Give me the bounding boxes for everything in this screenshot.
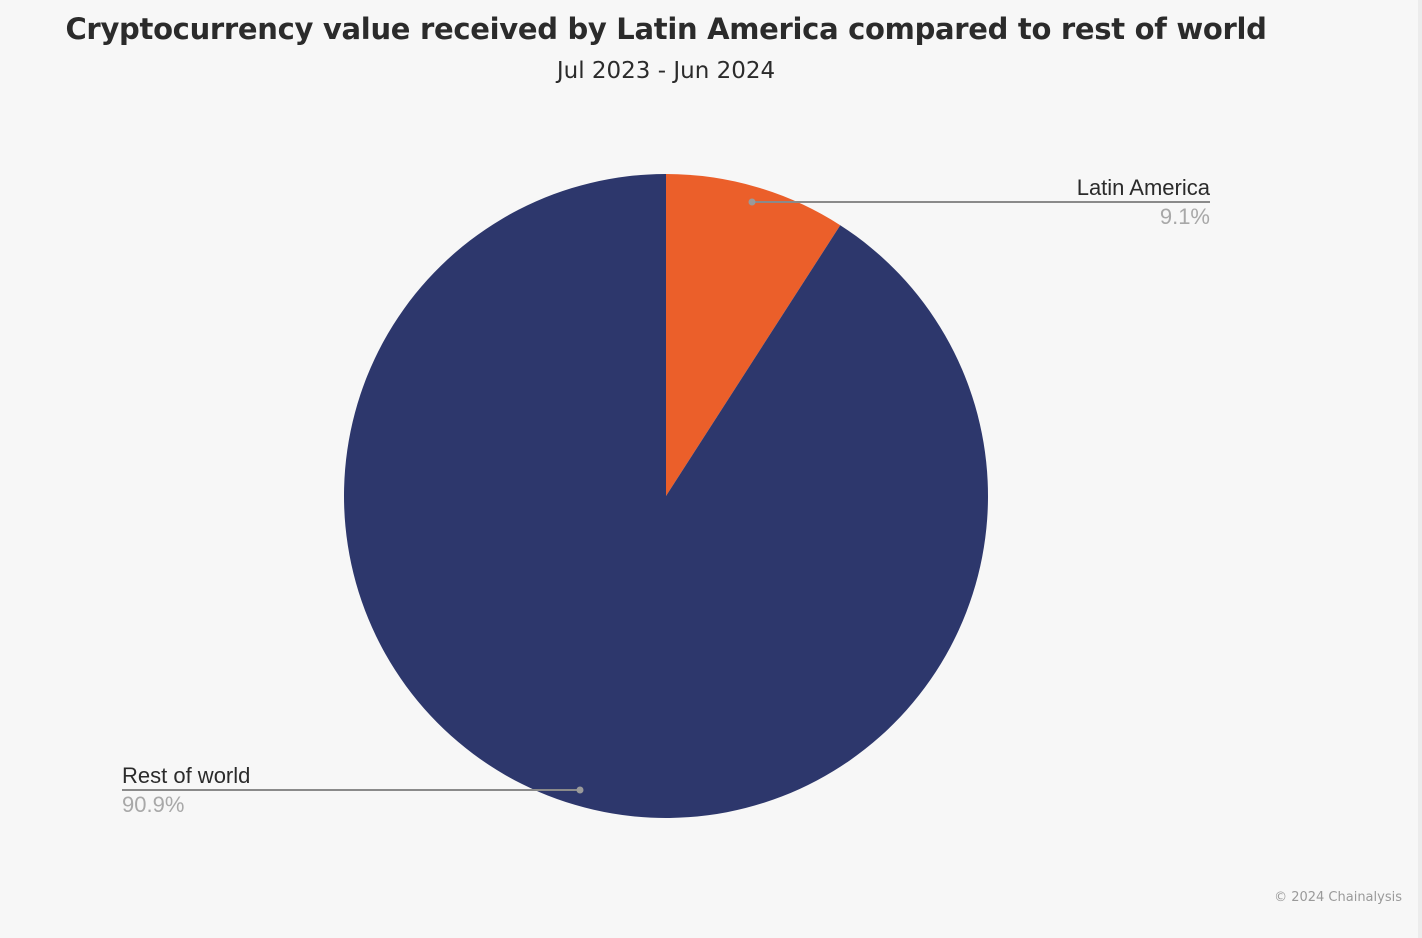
slice-value-label: 9.1%	[1160, 204, 1210, 229]
slice-label: Rest of world	[122, 763, 250, 788]
chart-subtitle: Jul 2023 - Jun 2024	[556, 58, 776, 84]
chart-title: Cryptocurrency value received by Latin A…	[65, 12, 1267, 46]
slice-label: Latin America	[1077, 175, 1211, 200]
window-edge	[1418, 0, 1422, 938]
pie-slice-latin-america	[666, 174, 841, 496]
leader-dot	[576, 786, 584, 794]
leader-dot	[748, 198, 756, 206]
pie-slice-rest-of-world	[343, 174, 988, 818]
copyright-credit: © 2024 Chainalysis	[1274, 890, 1402, 905]
slice-value-label: 90.9%	[122, 792, 184, 817]
